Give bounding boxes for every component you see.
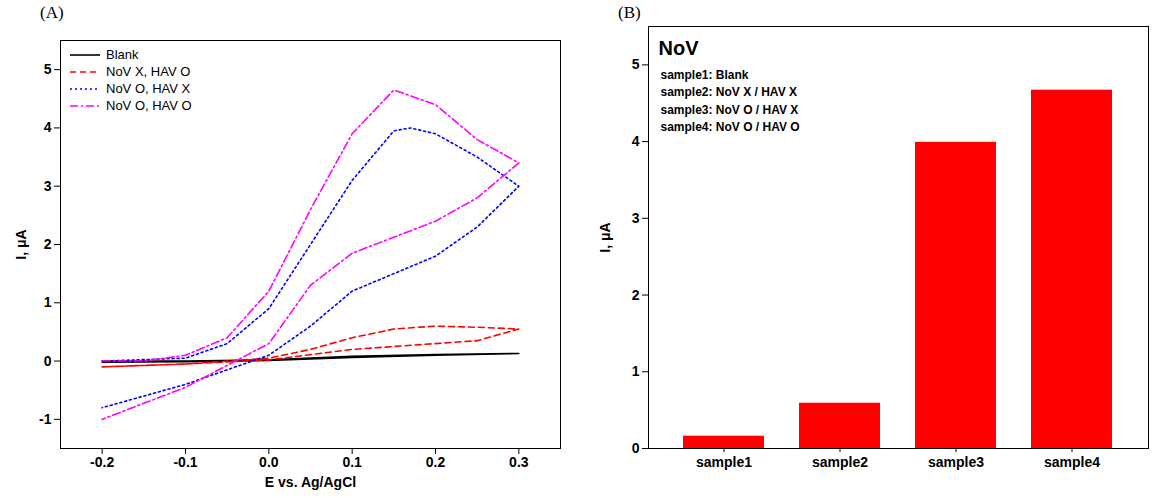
svg-text:I, μA: I, μA	[13, 229, 29, 259]
svg-text:1: 1	[632, 363, 640, 379]
svg-text:0.1: 0.1	[342, 454, 362, 470]
html-text:Blank: Blank	[106, 47, 139, 62]
svg-text:0.0: 0.0	[259, 454, 279, 470]
svg-text:1: 1	[44, 294, 52, 310]
html-text:NoV X, HAV O: NoV X, HAV O	[106, 64, 191, 79]
svg-text:sample2: sample2	[812, 454, 868, 470]
svg-text:NoV: NoV	[659, 37, 700, 59]
svg-text:0.3: 0.3	[509, 454, 529, 470]
svg-text:I, μA: I, μA	[597, 222, 613, 252]
svg-text:5: 5	[44, 61, 52, 77]
svg-text:5: 5	[632, 56, 640, 72]
svg-text:-1: -1	[39, 411, 52, 427]
html-text:(A): (A)	[40, 3, 64, 22]
html-text:NoV O, HAV O: NoV O, HAV O	[106, 98, 192, 113]
svg-text:E vs. Ag/AgCl: E vs. Ag/AgCl	[265, 474, 356, 490]
svg-text:sample4: sample4	[1044, 454, 1100, 470]
svg-text:0: 0	[44, 353, 52, 369]
svg-text:0: 0	[632, 440, 640, 456]
svg-text:sample3: sample3	[928, 454, 984, 470]
svg-text:2: 2	[632, 287, 640, 303]
svg-text:3: 3	[632, 210, 640, 226]
html-text:(B): (B)	[618, 3, 641, 22]
svg-text:-0.1: -0.1	[173, 454, 197, 470]
svg-text:sample1: Blanksample2: NoV X /: sample1: Blanksample2: NoV X / HAV Xsamp…	[661, 68, 800, 134]
svg-text:4: 4	[632, 133, 640, 149]
svg-text:2: 2	[44, 236, 52, 252]
svg-text:3: 3	[44, 178, 52, 194]
svg-text:0.2: 0.2	[426, 454, 446, 470]
svg-text:4: 4	[44, 119, 52, 135]
svg-text:sample1: sample1	[696, 454, 752, 470]
svg-text:-0.2: -0.2	[90, 454, 114, 470]
html-text:NoV O, HAV X: NoV O, HAV X	[106, 81, 191, 96]
